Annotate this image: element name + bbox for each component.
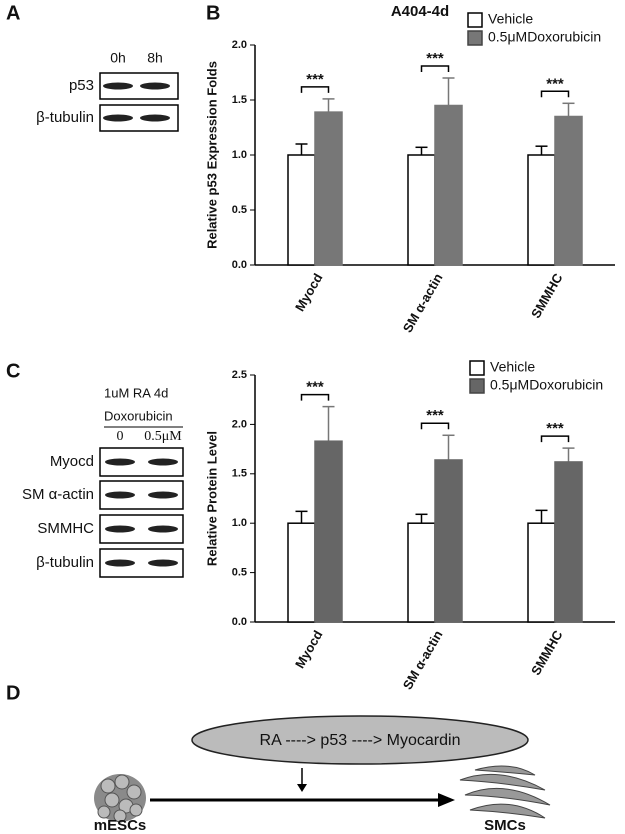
chart-title: A404-4d (391, 3, 449, 20)
mesc-cluster (94, 774, 146, 823)
blot-lane-label: 8h (147, 50, 163, 66)
bar (434, 104, 463, 266)
legend-label: 0.5μMDoxorubicin (488, 29, 601, 45)
panel-label: A (6, 2, 20, 24)
significance-label: *** (306, 71, 324, 88)
significance-bracket (300, 393, 330, 401)
y-tick-label: 0.0 (232, 616, 247, 628)
cell-label: mESCs (94, 817, 147, 834)
bar (314, 111, 343, 266)
significance-label: *** (546, 420, 564, 437)
y-axis-label: Relative Protein Level (204, 431, 219, 566)
pathway-ellipse (191, 715, 529, 765)
blot-band (105, 491, 135, 499)
legend-swatch (469, 360, 485, 376)
blot-lane-label: 0 (117, 429, 124, 444)
blot-row-label: β-tubulin (36, 109, 94, 126)
panel-label: D (6, 682, 20, 704)
bar (407, 154, 436, 266)
bar (407, 522, 436, 623)
significance-label: *** (426, 50, 444, 67)
y-tick-label: 0.5 (232, 204, 247, 216)
x-tick-label: SM α-actin (400, 628, 446, 693)
smc-cluster (459, 765, 551, 819)
blot-band (148, 559, 178, 567)
bar (314, 440, 343, 623)
blot-band (105, 458, 135, 466)
significance-bracket (540, 90, 570, 98)
arrow-head (438, 793, 455, 807)
y-tick-label: 1.0 (232, 517, 247, 529)
arrow-head (297, 784, 307, 792)
y-tick-label: 2.0 (232, 39, 247, 51)
significance-bracket (420, 65, 450, 72)
y-tick-label: 0.0 (232, 259, 247, 271)
legend-swatch (467, 30, 483, 46)
y-tick-label: 1.0 (232, 149, 247, 161)
significance-bracket (540, 435, 570, 443)
blot-row-label: β-tubulin (36, 554, 94, 571)
blot-band (140, 114, 170, 122)
blot-band (148, 458, 178, 466)
y-axis-label: Relative p53 Expression Folds (204, 61, 219, 249)
pathway-text: RA ----> p53 ----> Myocardin (260, 732, 461, 749)
blot-row-label: SMMHC (37, 520, 94, 537)
legend-label: Vehicle (490, 359, 535, 375)
cell-label: SMCs (484, 817, 526, 834)
significance-bracket (300, 86, 330, 93)
blot-band (148, 491, 178, 499)
y-tick-label: 2.5 (232, 369, 247, 381)
significance-bracket (420, 422, 450, 430)
legend-swatch (469, 378, 485, 394)
y-tick-label: 2.0 (232, 418, 247, 430)
x-tick-label: SMMHC (528, 270, 566, 321)
x-tick-label: SMMHC (528, 627, 566, 678)
blot-row-label: Myocd (50, 453, 94, 470)
bar (287, 522, 316, 623)
panel-label: C (6, 360, 20, 382)
x-tick-label: Myocd (292, 271, 326, 314)
legend-label: 0.5μMDoxorubicin (490, 377, 603, 393)
bar (554, 461, 583, 623)
blot-band (148, 525, 178, 533)
blot-band (103, 82, 133, 90)
y-tick-label: 1.5 (232, 468, 247, 480)
y-tick-label: 0.5 (232, 567, 247, 579)
blot-band (105, 559, 135, 567)
x-tick-label: SM α-actin (400, 271, 446, 336)
bar (554, 115, 583, 266)
blot-row-label: p53 (69, 77, 94, 94)
blot-header: 1uM RA 4d (104, 385, 168, 400)
blot-band (105, 525, 135, 533)
x-tick-label: Myocd (292, 628, 326, 671)
blot-lane-label: 0h (110, 50, 126, 66)
y-tick-label: 1.5 (232, 94, 247, 106)
blot-lane-label: 0.5μM (144, 429, 182, 444)
blot-row-label: SM α-actin (22, 486, 94, 503)
legend-label: Vehicle (488, 11, 533, 27)
legend-swatch (467, 12, 483, 28)
bar (434, 459, 463, 623)
blot-band (103, 114, 133, 122)
blot-band (140, 82, 170, 90)
blot-header: Doxorubicin (104, 408, 173, 423)
significance-label: *** (426, 407, 444, 424)
significance-label: *** (306, 379, 324, 396)
significance-label: *** (546, 75, 564, 92)
bar (527, 522, 556, 623)
blot-frame (99, 447, 184, 477)
panel-label: B (206, 2, 220, 24)
bar (287, 154, 316, 266)
bar (527, 154, 556, 266)
